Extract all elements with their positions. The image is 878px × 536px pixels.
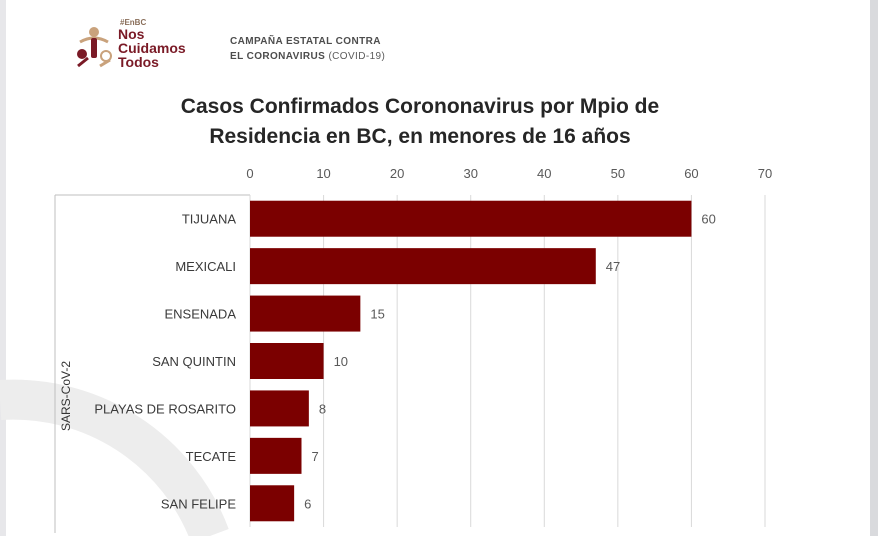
bar <box>250 248 596 285</box>
x-tick-label: 10 <box>316 166 330 181</box>
data-label: 47 <box>606 259 620 274</box>
x-tick-label: 30 <box>463 166 477 181</box>
data-label: 6 <box>304 496 311 511</box>
window-right-edge <box>870 0 878 536</box>
logo-word-1: Nos <box>118 26 145 42</box>
data-label: 10 <box>334 354 348 369</box>
logo-word-3: Todos <box>118 54 159 70</box>
campaign-line-1: CAMPAÑA ESTATAL CONTRA <box>230 36 381 47</box>
x-tick-label: 20 <box>390 166 404 181</box>
logo-hashtag: #EnBC <box>120 18 147 27</box>
campaign-line-2-rest: (COVID-19) <box>328 51 386 62</box>
logo-word-2: Cuidamos <box>118 40 186 56</box>
x-tick-label: 0 <box>246 166 253 181</box>
bar <box>250 200 692 237</box>
bar <box>250 390 309 427</box>
chart-title-line-2: Residencia en BC, en menores de 16 años <box>209 125 631 148</box>
family-icon <box>77 27 112 68</box>
campaign-text: CAMPAÑA ESTATAL CONTRA EL CORONAVIRUS (C… <box>230 34 385 64</box>
category-label: SAN FELIPE <box>161 496 236 511</box>
category-label: MEXICALI <box>175 259 236 274</box>
data-label: 15 <box>370 307 384 322</box>
data-label: 60 <box>701 212 715 227</box>
window-left-edge <box>0 0 6 536</box>
bar <box>250 485 295 522</box>
data-label: 7 <box>312 449 319 464</box>
x-tick-label: 40 <box>537 166 551 181</box>
chart-title: Casos Confirmados Corononavirus por Mpio… <box>150 92 690 152</box>
x-tick-label: 60 <box>684 166 698 181</box>
chart-title-line-1: Casos Confirmados Corononavirus por Mpio… <box>180 95 660 118</box>
bar <box>250 295 361 332</box>
x-tick-label: 50 <box>611 166 625 181</box>
brand-logo: #EnBC Nos Cuidamos Todos <box>74 18 214 74</box>
campaign-line-2-bold: EL CORONAVIRUS <box>230 51 326 62</box>
category-label: TECATE <box>186 449 237 464</box>
group-label: SARS-CoV-2 <box>59 361 73 431</box>
data-label: 8 <box>319 401 326 416</box>
category-label: TIJUANA <box>182 212 237 227</box>
category-label: ENSENADA <box>164 307 236 322</box>
bar <box>250 437 302 474</box>
category-label: SAN QUINTIN <box>152 354 236 369</box>
x-tick-label: 70 <box>758 166 772 181</box>
category-label: PLAYAS DE ROSARITO <box>94 401 236 416</box>
bar <box>250 343 324 379</box>
